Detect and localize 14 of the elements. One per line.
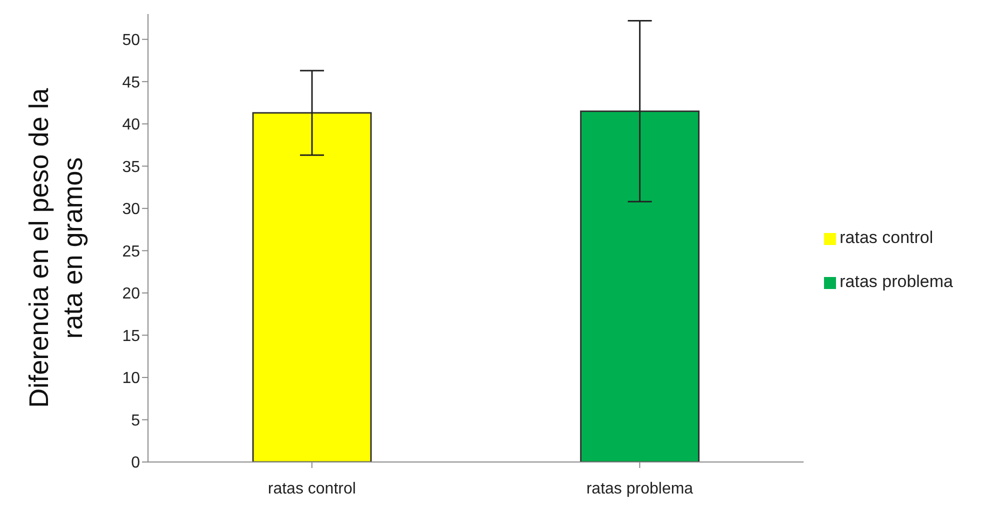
y-tick-label: 25 <box>122 243 140 260</box>
y-tick-label: 50 <box>122 32 140 50</box>
legend-label: ratas problema <box>840 272 953 291</box>
y-tick-label: 20 <box>122 286 140 303</box>
y-tick-label: 40 <box>122 116 140 134</box>
y-tick-label: 0 <box>131 454 140 472</box>
y-tick-label: 10 <box>122 370 140 388</box>
y-tick-label: 45 <box>122 74 140 92</box>
y-tick-label: 30 <box>122 201 140 218</box>
y-axis-title: Diferencia en el peso de la rata en gramos <box>24 87 88 408</box>
y-tick-label: 15 <box>122 328 140 345</box>
legend-label: ratas control <box>840 228 934 247</box>
y-tick-label: 35 <box>122 158 140 176</box>
y-tick-label: 5 <box>131 412 140 430</box>
